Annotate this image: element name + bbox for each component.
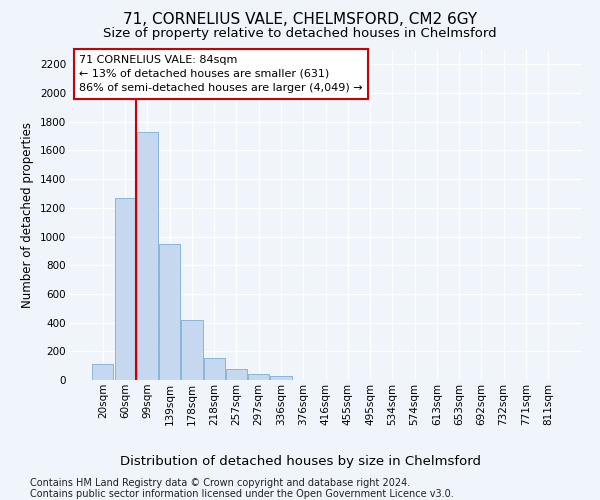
Bar [92,364,113,380]
Text: Distribution of detached houses by size in Chelmsford: Distribution of detached houses by size … [119,455,481,468]
Bar [203,358,225,380]
Bar [226,369,247,380]
Text: Size of property relative to detached houses in Chelmsford: Size of property relative to detached ho… [103,28,497,40]
Text: 71 CORNELIUS VALE: 84sqm
← 13% of detached houses are smaller (631)
86% of semi-: 71 CORNELIUS VALE: 84sqm ← 13% of detach… [79,55,363,93]
Bar [248,374,269,380]
Bar [271,376,292,380]
Y-axis label: Number of detached properties: Number of detached properties [22,122,34,308]
Bar [137,132,158,380]
Bar [181,320,203,380]
Bar [159,244,180,380]
Text: 71, CORNELIUS VALE, CHELMSFORD, CM2 6GY: 71, CORNELIUS VALE, CHELMSFORD, CM2 6GY [123,12,477,28]
Bar [115,198,136,380]
Text: Contains public sector information licensed under the Open Government Licence v3: Contains public sector information licen… [30,489,454,499]
Text: Contains HM Land Registry data © Crown copyright and database right 2024.: Contains HM Land Registry data © Crown c… [30,478,410,488]
